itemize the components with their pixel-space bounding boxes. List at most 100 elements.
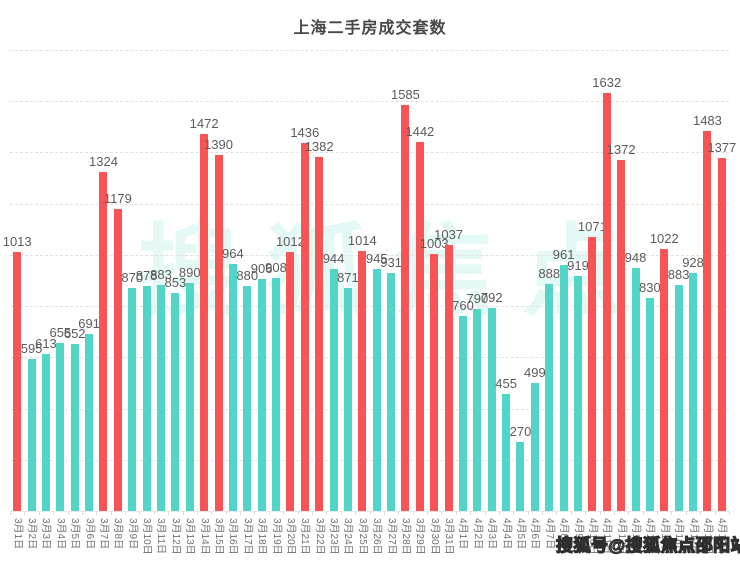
x-axis-tick (340, 511, 342, 515)
bar-4月3日 (487, 308, 496, 511)
x-axis-tick (153, 511, 155, 515)
x-axis-tick (326, 511, 328, 515)
bar-4月2日 (473, 309, 482, 511)
x-axis-label: 3月14日 (198, 518, 210, 555)
gridline (10, 357, 729, 359)
bar-3月5日 (70, 344, 79, 511)
x-axis-tick (311, 511, 313, 515)
x-axis-tick (513, 511, 515, 515)
x-axis-tick (484, 511, 486, 515)
x-axis-tick (297, 511, 299, 515)
x-axis-label: 3月5日 (69, 518, 81, 550)
bar-value-label: 961 (552, 247, 575, 262)
bar-3月28日 (401, 105, 410, 511)
bar-value-label: 1585 (390, 87, 420, 102)
x-axis-label: 3月15日 (213, 518, 224, 555)
x-axis-label: 3月6日 (83, 518, 95, 550)
bar-3月30日 (430, 254, 439, 511)
bar-value-label: 964 (222, 246, 244, 261)
bar-3月24日 (343, 288, 352, 511)
x-axis-label: 3月20日 (284, 518, 296, 555)
x-axis-label: 3月4日 (54, 518, 66, 550)
x-axis-tick (196, 511, 198, 515)
x-axis-tick (225, 511, 227, 515)
x-axis-tick (67, 511, 69, 515)
x-axis-label: 3月10日 (141, 518, 153, 555)
bar-3月31日 (444, 245, 453, 511)
bar-3月22日 (315, 157, 324, 511)
x-axis-label: 3月23日 (328, 518, 340, 555)
gridline (10, 203, 729, 205)
bar-3月19日 (272, 278, 281, 511)
x-axis-label: 3月18日 (256, 518, 268, 555)
bar-value-label: 1436 (290, 125, 320, 140)
x-axis-tick (412, 511, 414, 515)
x-axis-label: 3月31日 (443, 518, 455, 555)
bar-value-label: 948 (624, 250, 647, 265)
bar-3月17日 (243, 286, 252, 511)
x-axis-tick (642, 511, 644, 515)
bar-value-label: 652 (63, 326, 86, 341)
gridline (10, 254, 729, 256)
bar-3月25日 (358, 251, 367, 511)
x-axis-tick (729, 511, 730, 515)
x-axis-tick (455, 511, 457, 515)
x-axis-tick (254, 511, 256, 515)
bar-value-label: 883 (150, 267, 172, 282)
x-axis-label: 3月11日 (155, 518, 167, 554)
bar-3月15日 (214, 155, 223, 511)
bar-value-label: 792 (480, 290, 503, 305)
x-axis-tick (10, 511, 11, 515)
bar-value-label: 871 (337, 270, 359, 285)
x-axis-tick (211, 511, 213, 515)
bar-3月4日 (56, 343, 65, 511)
bar-value-label: 655 (49, 325, 72, 340)
bar-3月7日 (99, 172, 108, 511)
bar-value-label: 1003 (419, 236, 449, 251)
source-watermark-text: 搜狐号@搜狐焦点邵阳站 (555, 535, 740, 555)
bar-value-label: 1179 (103, 191, 132, 206)
bar-3月18日 (257, 279, 266, 511)
bar-4月16日 (674, 285, 683, 511)
bar-3月13日 (185, 283, 194, 511)
x-axis-tick (355, 511, 357, 515)
x-axis-label: 4月4日 (500, 518, 512, 550)
bar-3月11日 (156, 285, 165, 511)
bar-value-label: 1014 (347, 233, 377, 248)
gridline (10, 152, 729, 154)
bar-value-label: 1472 (189, 116, 219, 131)
bar-value-label: 760 (452, 298, 474, 313)
bar-value-label: 1632 (592, 75, 622, 90)
bar-value-label: 1022 (649, 231, 679, 246)
gridline (10, 408, 729, 410)
bar-value-label: 595 (20, 341, 43, 356)
x-axis-tick (125, 511, 127, 515)
bar-value-label: 1013 (2, 234, 32, 249)
bar-3月23日 (329, 269, 338, 511)
bar-value-label: 928 (682, 255, 704, 270)
x-axis-label: 3月12日 (169, 518, 181, 555)
x-axis-tick (498, 511, 500, 515)
x-axis-label: 3月24日 (342, 518, 354, 555)
bar-4月13日 (631, 268, 640, 511)
x-axis-label: 3月1日 (11, 518, 23, 550)
x-axis-label: 3月22日 (313, 518, 325, 555)
bar-3月20日 (286, 252, 295, 511)
x-axis-tick (585, 511, 587, 515)
x-axis-tick (398, 511, 400, 515)
bar-3月3日 (41, 354, 50, 511)
gridline (10, 306, 729, 308)
x-axis-label: 3月21日 (299, 518, 311, 555)
x-axis-label: 4月5日 (514, 518, 526, 550)
bar-4月12日 (617, 160, 626, 511)
x-axis-tick (470, 511, 472, 515)
bar-value-label: 1037 (434, 227, 464, 242)
bar-value-label: 919 (567, 258, 589, 273)
bar-value-label: 878 (135, 268, 158, 283)
bar-value-label: 1324 (89, 154, 118, 169)
bar-value-label: 1372 (606, 142, 636, 157)
bar-4月19日 (717, 158, 726, 511)
bar-4月9日 (574, 276, 582, 511)
bar-3月2日 (27, 359, 36, 511)
bar-value-label: 880 (236, 268, 259, 283)
